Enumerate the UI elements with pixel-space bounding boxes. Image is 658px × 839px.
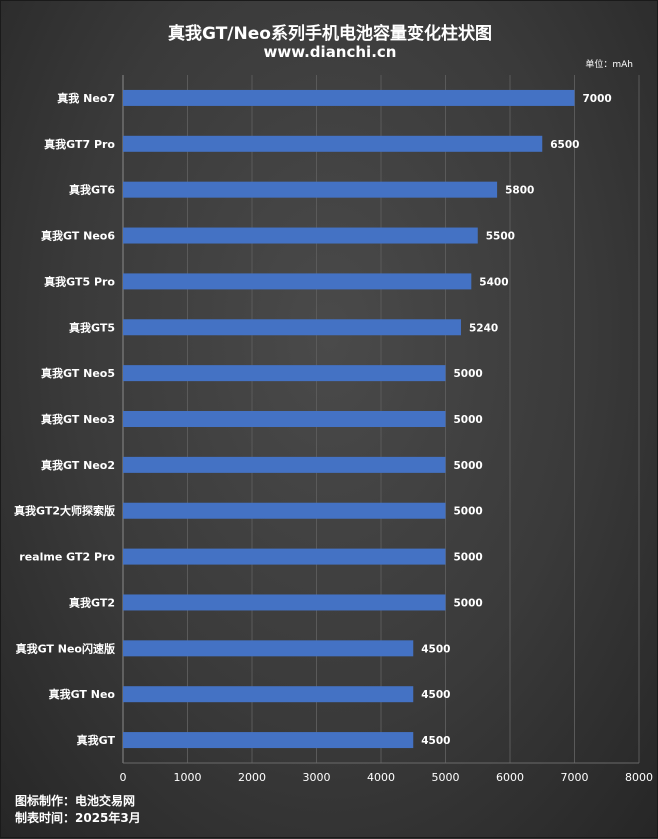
- bar: [123, 181, 498, 198]
- chart-title: 真我GT/Neo系列手机电池容量变化柱状图: [168, 24, 492, 44]
- bar: [123, 686, 414, 703]
- bar: [123, 135, 543, 152]
- data-label: 5240: [469, 322, 498, 334]
- bar: [123, 548, 446, 565]
- data-label: 5800: [505, 185, 534, 197]
- footer-date: 制表时间：2025年3月: [15, 811, 141, 825]
- data-label: 6500: [550, 139, 579, 151]
- data-label: 5500: [486, 231, 515, 243]
- category-label: 真我GT Neo3: [41, 412, 115, 426]
- data-label: 4500: [421, 689, 450, 701]
- bar: [123, 319, 461, 336]
- bar: [123, 227, 478, 244]
- x-tick-label: 4000: [367, 771, 395, 784]
- category-label: 真我GT2: [69, 595, 115, 609]
- category-label: 真我GT2大师探索版: [14, 504, 115, 518]
- category-label: 真我 Neo7: [57, 91, 115, 105]
- data-label: 5000: [454, 506, 483, 518]
- data-label: 7000: [583, 93, 612, 105]
- unit-label: 单位：mAh: [585, 60, 633, 70]
- data-label: 5000: [454, 368, 483, 380]
- x-tick-label: 7000: [561, 771, 589, 784]
- category-label: 真我GT Neo: [49, 687, 116, 701]
- x-tick-label: 6000: [496, 771, 524, 784]
- bar: [123, 594, 446, 611]
- footer-credit: 图标制作：电池交易网: [15, 794, 136, 808]
- bar: [123, 640, 414, 657]
- category-label: realme GT2 Pro: [19, 551, 115, 564]
- x-tick-label: 0: [120, 771, 127, 784]
- bar: [123, 273, 472, 290]
- category-label: 真我GT5 Pro: [44, 274, 115, 288]
- x-tick-label: 8000: [625, 771, 653, 784]
- category-label: 真我GT Neo5: [41, 366, 115, 380]
- x-tick-label: 3000: [303, 771, 331, 784]
- chart-subtitle: www.dianchi.cn: [263, 43, 397, 61]
- data-label: 5000: [454, 597, 483, 609]
- category-label: 真我GT Neo6: [41, 229, 115, 243]
- data-label: 4500: [421, 643, 450, 655]
- x-tick-label: 2000: [238, 771, 266, 784]
- data-label: 4500: [421, 735, 450, 747]
- category-label: 真我GT Neo2: [41, 458, 115, 472]
- bar: [123, 732, 414, 749]
- data-label: 5400: [479, 276, 508, 288]
- category-label: 真我GT7 Pro: [44, 137, 115, 151]
- category-label: 真我GT6: [69, 183, 115, 197]
- category-label: 真我GT5: [69, 320, 115, 334]
- bar: [123, 365, 446, 382]
- bar: [123, 502, 446, 519]
- bar: [123, 89, 575, 106]
- category-label: 真我GT: [77, 733, 116, 747]
- category-label: 真我GT Neo闪速版: [16, 641, 115, 655]
- data-label: 5000: [454, 414, 483, 426]
- bar: [123, 456, 446, 473]
- data-label: 5000: [454, 552, 483, 564]
- bar: [123, 411, 446, 427]
- data-label: 5000: [454, 460, 483, 472]
- x-tick-label: 1000: [174, 771, 202, 784]
- x-tick-label: 5000: [432, 771, 460, 784]
